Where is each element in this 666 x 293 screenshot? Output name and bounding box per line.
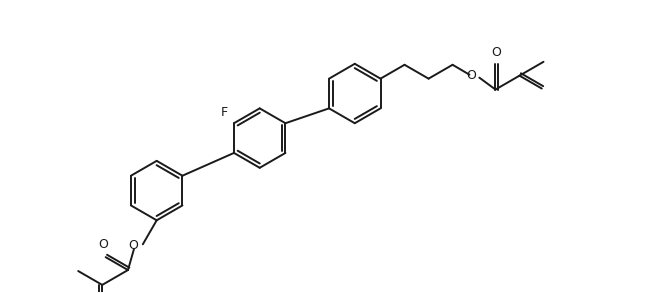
Text: O: O xyxy=(466,69,476,82)
Text: O: O xyxy=(492,46,501,59)
Text: O: O xyxy=(128,239,138,252)
Text: O: O xyxy=(99,238,109,251)
Text: F: F xyxy=(221,106,228,119)
